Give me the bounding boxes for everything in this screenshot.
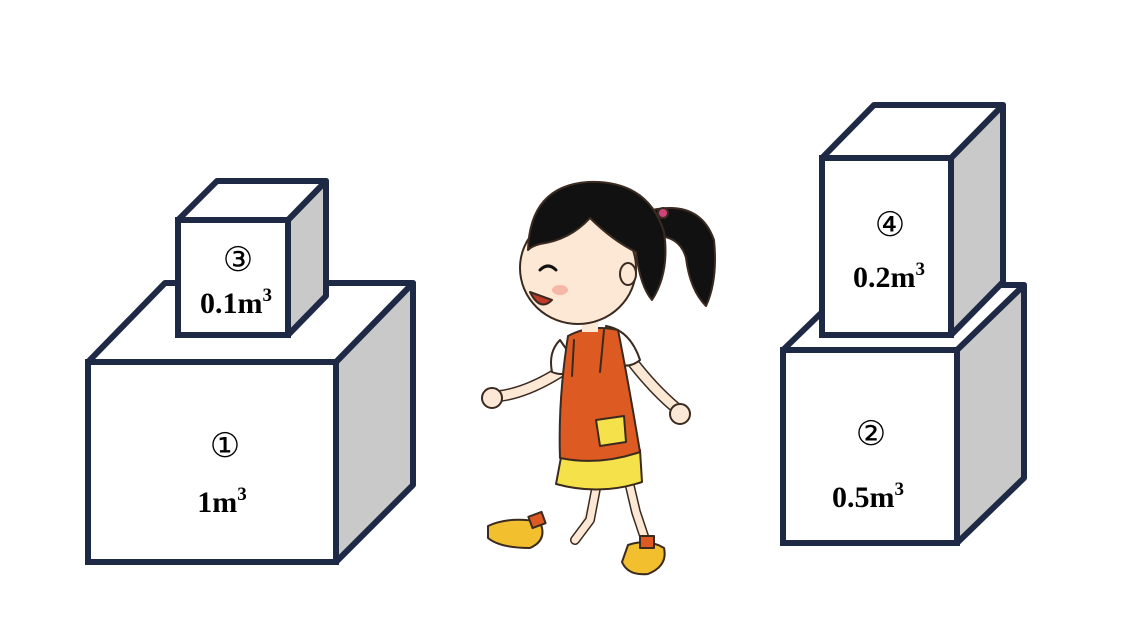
girl-hair-tie xyxy=(657,207,669,219)
box-2-front xyxy=(780,347,960,546)
box-4-number: ④ xyxy=(875,205,905,245)
box-2-volume: 0.5m3 xyxy=(832,479,904,514)
box-2-number: ② xyxy=(856,414,886,454)
girl-illustration xyxy=(481,180,716,576)
girl-shoe-back xyxy=(487,518,544,549)
girl-hand-back xyxy=(481,387,503,409)
box-4-front xyxy=(819,155,954,338)
girl-mouth xyxy=(529,291,553,306)
box-3-number: ③ xyxy=(223,240,253,280)
box-1-number: ① xyxy=(210,426,240,466)
box-1-front xyxy=(85,359,339,565)
girl-hand-front xyxy=(669,403,691,425)
box-4-volume: 0.2m3 xyxy=(853,259,925,294)
girl-eye xyxy=(538,264,558,272)
girl-hair xyxy=(527,180,667,301)
girl-ear xyxy=(619,262,637,286)
box-1-volume: 1m3 xyxy=(197,484,247,519)
box-3-front xyxy=(175,217,291,338)
box-3-volume: 0.1m3 xyxy=(200,285,272,320)
girl-leg-back xyxy=(571,474,602,544)
box-1: ① 1m3 xyxy=(85,280,416,565)
girl-cheek xyxy=(552,285,568,295)
girl-strap-left xyxy=(571,339,575,377)
girl-strap-right xyxy=(599,329,605,373)
girl-ponytail xyxy=(651,207,716,307)
box-4: ④ 0.2m3 xyxy=(819,102,1006,338)
box-3: ③ 0.1m3 xyxy=(175,178,329,338)
girl-sock-back xyxy=(527,510,547,530)
girl-sock-front xyxy=(639,535,655,549)
girl-pocket xyxy=(595,415,627,447)
